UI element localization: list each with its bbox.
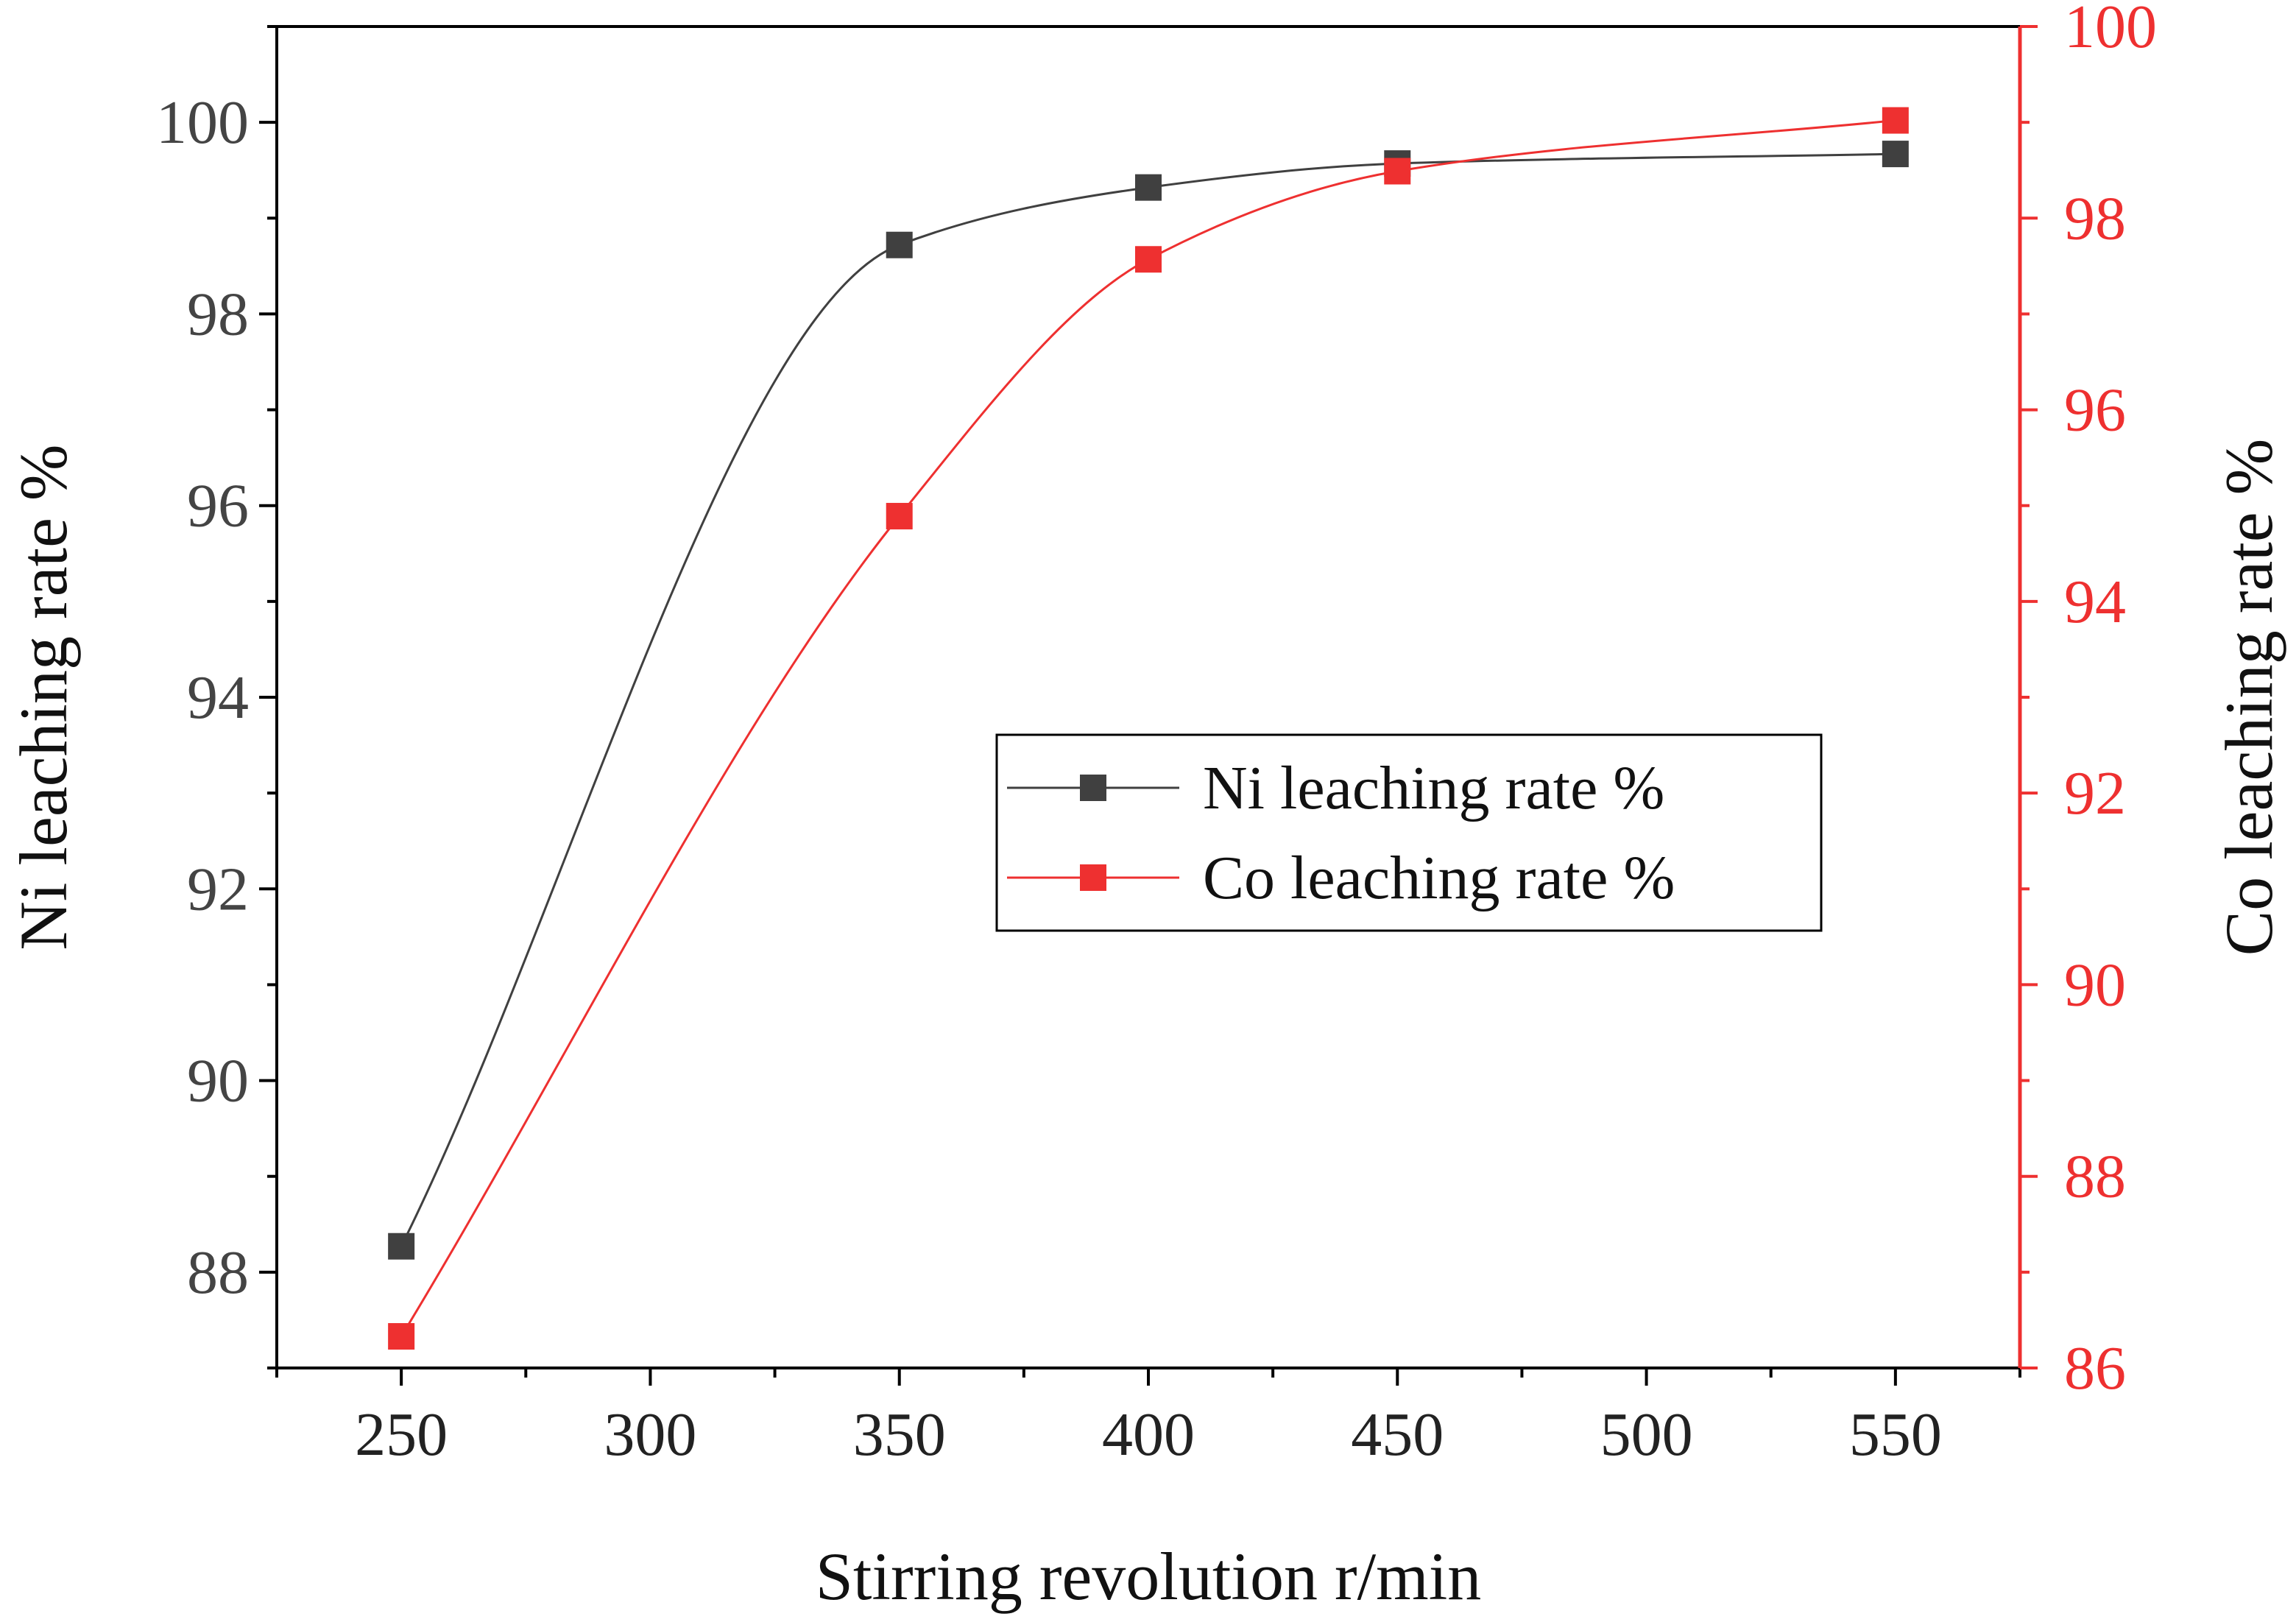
left-y-tick-label: 96	[187, 472, 249, 540]
co-data-point	[886, 503, 913, 530]
x-tick-label: 250	[355, 1400, 448, 1469]
co-data-point	[1882, 107, 1909, 134]
x-tick-label: 500	[1600, 1400, 1693, 1469]
legend-ni-marker	[1080, 775, 1106, 801]
left-y-axis-title: Ni leaching rate %	[6, 444, 81, 950]
left-y-tick-label: 92	[187, 855, 249, 923]
x-axis-title: Stirring revolution r/min	[816, 1539, 1482, 1614]
left-y-tick-label: 100	[156, 88, 249, 157]
x-tick-label: 450	[1351, 1400, 1444, 1469]
legend-co-label: Co leaching rate %	[1203, 844, 1675, 912]
left-y-tick-label: 98	[187, 280, 249, 348]
ni-data-point	[1882, 141, 1909, 168]
x-tick-label: 550	[1849, 1400, 1942, 1469]
series-layer	[388, 107, 1909, 1350]
ni-series-line	[400, 152, 1896, 1247]
x-tick-label: 350	[853, 1400, 946, 1469]
co-data-point	[388, 1323, 415, 1350]
right-y-axis-title: Co leaching rate %	[2211, 439, 2286, 956]
co-data-point	[1384, 158, 1411, 185]
legend-ni-label: Ni leaching rate %	[1203, 754, 1664, 822]
legend: Ni leaching rate % Co leaching rate %	[995, 733, 1823, 932]
x-tick-label: 300	[604, 1400, 696, 1469]
axes: 250 300 350 400 450 500 550 88 90 92 94 96 98 100 86 88…	[6, 0, 2286, 1614]
legend-box	[995, 733, 1823, 932]
right-y-tick-label: 96	[2064, 376, 2126, 445]
right-y-tick-label: 94	[2064, 568, 2126, 636]
left-y-tick-label: 88	[187, 1238, 249, 1307]
right-y-tick-label: 92	[2064, 759, 2126, 828]
co-data-point	[1135, 246, 1162, 273]
right-y-tick-label: 88	[2064, 1143, 2126, 1211]
legend-co-marker	[1080, 864, 1106, 891]
co-series-line	[400, 119, 1896, 1337]
right-y-tick-label: 98	[2064, 184, 2126, 253]
ni-data-point	[1135, 174, 1162, 201]
left-y-tick-label: 94	[187, 663, 249, 732]
x-tick-label: 400	[1102, 1400, 1195, 1469]
right-y-tick-label: 100	[2064, 0, 2157, 61]
ni-data-point	[886, 231, 913, 258]
right-y-tick-label: 90	[2064, 951, 2126, 1019]
right-y-tick-label: 86	[2064, 1334, 2126, 1403]
left-y-tick-label: 90	[187, 1047, 249, 1115]
ni-data-point	[388, 1233, 415, 1260]
